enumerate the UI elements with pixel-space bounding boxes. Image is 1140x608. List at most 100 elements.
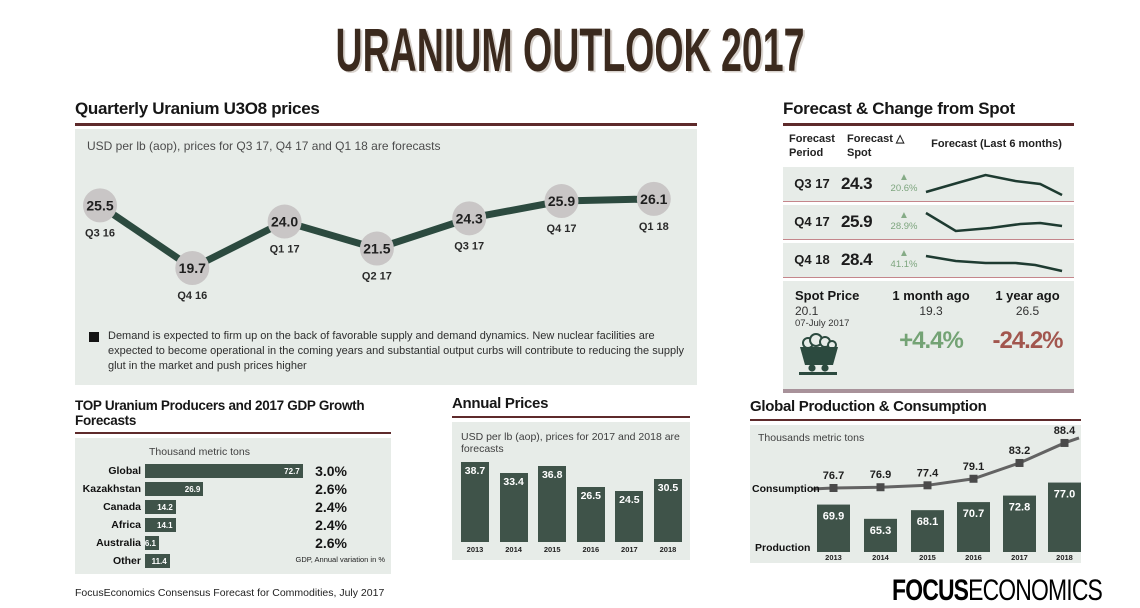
forecast-period: Q3 17 <box>794 176 830 191</box>
forecast-table-row: Q3 17 24.3 ▲ 20.6% <box>783 166 1074 202</box>
spot-price-column: Spot Price 20.1 07-July 2017 <box>783 288 881 380</box>
point-label: Q4 16 <box>177 290 207 302</box>
production-bar <box>1048 482 1081 552</box>
spot-price-value: 20.1 <box>795 303 819 318</box>
forecast-value: 25.9 <box>841 211 873 231</box>
source-note: FocusEconomics Consensus Forecast for Co… <box>75 587 385 599</box>
focuseconomics-logo: FOCUSECONOMICS <box>892 574 1103 607</box>
producer-bar: 14.2 <box>145 500 176 514</box>
consumption-value: 79.1 <box>963 461 984 473</box>
consumption-marker <box>1015 458 1024 467</box>
production-bar <box>1003 495 1036 552</box>
up-triangle-icon: ▲ <box>899 172 909 184</box>
production-value: 77.0 <box>1054 489 1075 501</box>
consumption-value: 88.4 <box>1054 425 1076 437</box>
producer-bar: 26.9 <box>145 482 204 496</box>
annual-bar: 30.5 <box>653 478 682 542</box>
producers-unit-label: Thousand metric tons <box>149 446 250 458</box>
consumption-value: 76.7 <box>823 470 844 482</box>
production-value: 65.3 <box>870 525 891 537</box>
consumption-value: 76.9 <box>870 469 891 481</box>
data-point <box>636 181 671 216</box>
sparkline-svg <box>925 211 1063 232</box>
forecast-sparkline <box>921 169 1074 199</box>
point-label: Q3 17 <box>454 240 484 252</box>
annual-bar-column: 38.7 2013 <box>461 461 489 554</box>
production-bar <box>864 518 897 552</box>
annual-bar-column: 33.4 2014 <box>499 472 528 554</box>
point-label: Q4 17 <box>547 223 577 235</box>
quarterly-line-chart: USD per lb (aop), prices for Q3 17, Q4 1… <box>75 129 697 385</box>
consumption-value: 77.4 <box>917 467 939 479</box>
annual-year-label: 2014 <box>505 545 522 554</box>
production-value: 70.7 <box>963 508 984 520</box>
producer-row: Australia 6.1 2.6% <box>75 534 391 552</box>
annual-bar-chart: USD per lb (aop), prices for 2017 and 20… <box>452 422 690 560</box>
point-label: Q1 18 <box>639 221 669 233</box>
logo-bold-part: FOCUS <box>892 574 969 607</box>
year-label: 2017 <box>1011 553 1028 562</box>
producer-row: Kazakhstan 26.9 2.6% <box>75 480 391 498</box>
quarterly-note-text: Demand is expected to firm up on the bac… <box>108 330 685 373</box>
point-label: Q3 16 <box>85 227 115 239</box>
forecast-table-header: Forecast Period Forecast △ Spot Forecast… <box>783 126 1074 167</box>
forecast-change-pct: 28.9% <box>890 221 918 233</box>
point-value: 26.1 <box>640 191 667 207</box>
prodcons-panel-title: Global Production & Consumption <box>750 398 1081 421</box>
spot-month-ago-column: 1 month ago 19.3 +4.4% <box>881 288 981 380</box>
producer-label: Global <box>108 465 141 477</box>
year-label: 2016 <box>965 553 982 562</box>
spot-price-date: 07-July 2017 <box>795 317 850 329</box>
consumption-line <box>811 436 1080 491</box>
quarterly-panel-title: Quarterly Uranium U3O8 prices <box>75 99 697 126</box>
annual-bar: 36.8 <box>538 465 567 542</box>
column-header-forecast-last-6-months: Forecast (Last 6 months) <box>931 138 1062 150</box>
spot-year-ago-column: 1 year ago 26.5 -24.2% <box>981 288 1074 380</box>
sparkline <box>925 254 1063 272</box>
producer-row: Global 72.7 3.0% <box>75 462 391 480</box>
up-triangle-icon: ▲ <box>899 248 909 260</box>
panel-production-consumption: Global Production & Consumption Thousand… <box>750 398 1081 563</box>
annual-year-label: 2016 <box>582 545 600 554</box>
spot-price-label: Spot Price <box>795 287 860 303</box>
point-value: 24.3 <box>456 210 483 226</box>
forecast-period: Q4 18 <box>794 252 830 267</box>
forecast-sparkline <box>921 245 1074 275</box>
forecast-table-row: Q4 18 28.4 ▲ 41.1% <box>783 242 1074 278</box>
producers-bar-chart: Thousand metric tons Global 72.7 3.0% Kazak… <box>75 438 391 574</box>
producer-row: Other 11.4 <box>75 552 391 570</box>
logo-light-part: ECONOMICS <box>968 574 1103 607</box>
quarterly-note: Demand is expected to firm up on the bac… <box>89 329 695 374</box>
year-ago-label: 1 year ago <box>995 287 1060 303</box>
panel-annual-prices: Annual Prices USD per lb (aop), prices f… <box>452 395 690 560</box>
forecast-period: Q4 17 <box>794 214 830 229</box>
year-label: 2013 <box>825 553 842 562</box>
producer-row: Canada 14.2 2.4% <box>75 498 391 516</box>
consumption-marker <box>876 483 885 492</box>
sparkline-svg <box>925 173 1063 196</box>
sparkline <box>925 211 1063 232</box>
data-point <box>175 251 210 285</box>
data-point <box>452 201 487 236</box>
point-value: 25.9 <box>548 193 575 209</box>
annual-bars: 38.7 2013 33.4 2014 36.8 2015 26.5 2016 24.5 2017… <box>461 461 682 554</box>
forecast-value: 28.4 <box>841 249 873 269</box>
production-value: 69.9 <box>823 511 844 523</box>
forecast-change: ▲ 20.6% <box>887 173 921 194</box>
consumption-series-label: Consumption <box>752 483 820 495</box>
point-value: 21.5 <box>363 241 390 257</box>
producer-bar: 14.1 <box>145 518 176 532</box>
annual-bar: 33.4 <box>499 472 528 542</box>
panel-quarterly-prices: Quarterly Uranium U3O8 prices USD per lb… <box>75 99 697 385</box>
mine-cart-icon <box>799 332 838 375</box>
point-label: Q2 17 <box>362 271 392 283</box>
annual-bar-column: 36.8 2015 <box>538 465 567 554</box>
gdp-growth-value: 2.4% <box>315 517 347 533</box>
annual-bar-column: 24.5 2017 <box>615 491 644 554</box>
consumption-marker <box>1060 438 1069 447</box>
annual-chart-subtitle: USD per lb (aop), prices for 2017 and 20… <box>461 431 680 455</box>
year-label: 2018 <box>1056 553 1073 562</box>
point-value: 19.7 <box>179 260 206 276</box>
production-bar <box>911 510 944 552</box>
production-bar <box>817 504 850 552</box>
